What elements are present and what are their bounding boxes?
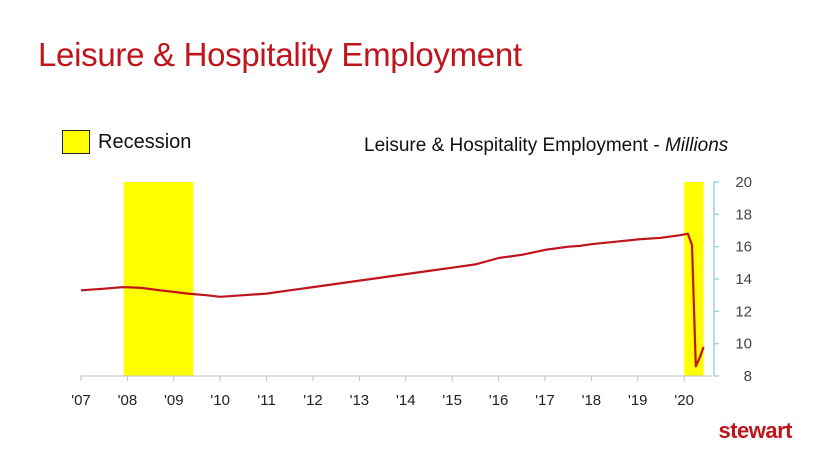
y-tick-label: 20 [735, 174, 752, 191]
x-tick-label: '18 [582, 392, 602, 409]
x-tick-label: '15 [442, 392, 462, 409]
x-tick-label: '09 [164, 392, 184, 409]
x-tick-label: '19 [628, 392, 648, 409]
x-tick-label: '16 [489, 392, 509, 409]
recession-legend-swatch [62, 130, 90, 154]
chart-title-unit: Millions [664, 135, 729, 156]
x-tick-label: '17 [535, 392, 555, 409]
recession-legend-label: Recession [98, 130, 192, 153]
employment-series-line [80, 232, 705, 368]
x-tick-label: '20 [674, 392, 694, 409]
x-tick-label: '11 [257, 392, 275, 409]
y-tick-label: 14 [735, 271, 752, 288]
legend: Recession [62, 130, 191, 154]
slide-title: Leisure & Hospitality Employment [38, 36, 522, 73]
stewart-logo: stewart [718, 418, 792, 443]
x-tick-label: '10 [210, 392, 230, 409]
chart-title-main: Leisure & Hospitality Employment - [364, 135, 665, 156]
y-tick-label: 10 [735, 336, 752, 353]
x-tick-label: '12 [303, 392, 323, 409]
x-tick-label: '13 [350, 392, 370, 409]
recession-band [123, 182, 194, 376]
y-tick-label: 18 [735, 206, 752, 223]
x-tick-label: '08 [118, 392, 138, 409]
y-tick-label: 12 [735, 303, 752, 320]
y-tick-label: 16 [735, 239, 752, 256]
chart-title: Leisure & Hospitality Employment - Milli… [364, 135, 728, 157]
x-tick-label: '14 [396, 392, 416, 409]
y-tick-label: 8 [744, 368, 752, 385]
x-tick-label: '07 [71, 392, 91, 409]
